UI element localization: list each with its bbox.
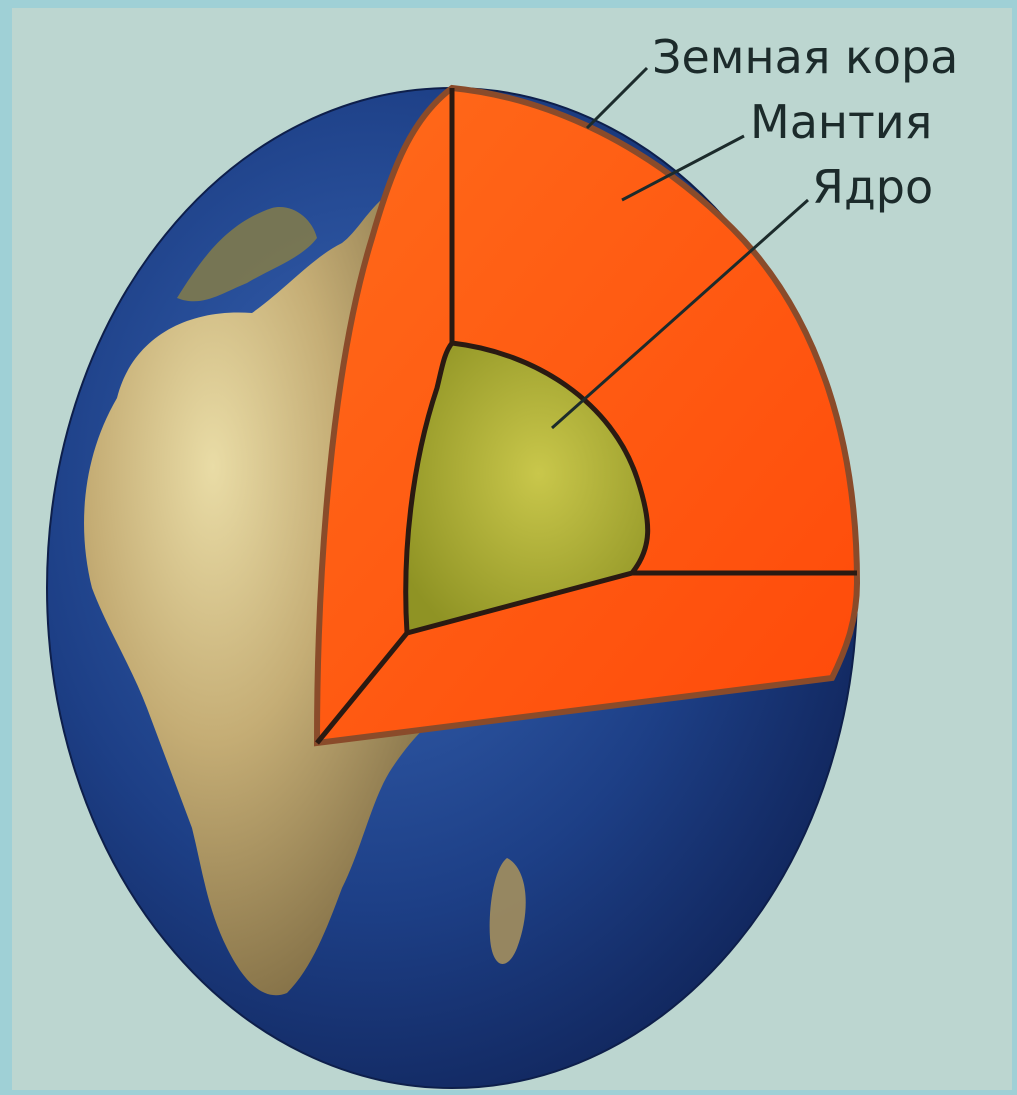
label-crust: Земная кора <box>652 30 958 84</box>
earth-layers-diagram: Земная кора Мантия Ядро <box>12 8 1012 1090</box>
label-core: Ядро <box>812 160 933 214</box>
madagascar-island <box>489 858 526 965</box>
diagram-canvas: Земная кора Мантия Ядро <box>12 8 1012 1090</box>
label-mantle: Мантия <box>750 95 932 149</box>
cut-edge-bottom <box>315 631 409 745</box>
leader-crust <box>585 66 649 130</box>
core-section <box>403 340 651 637</box>
leader-mantle <box>621 134 745 202</box>
leader-core <box>551 198 809 430</box>
europe-landmass <box>177 207 317 302</box>
